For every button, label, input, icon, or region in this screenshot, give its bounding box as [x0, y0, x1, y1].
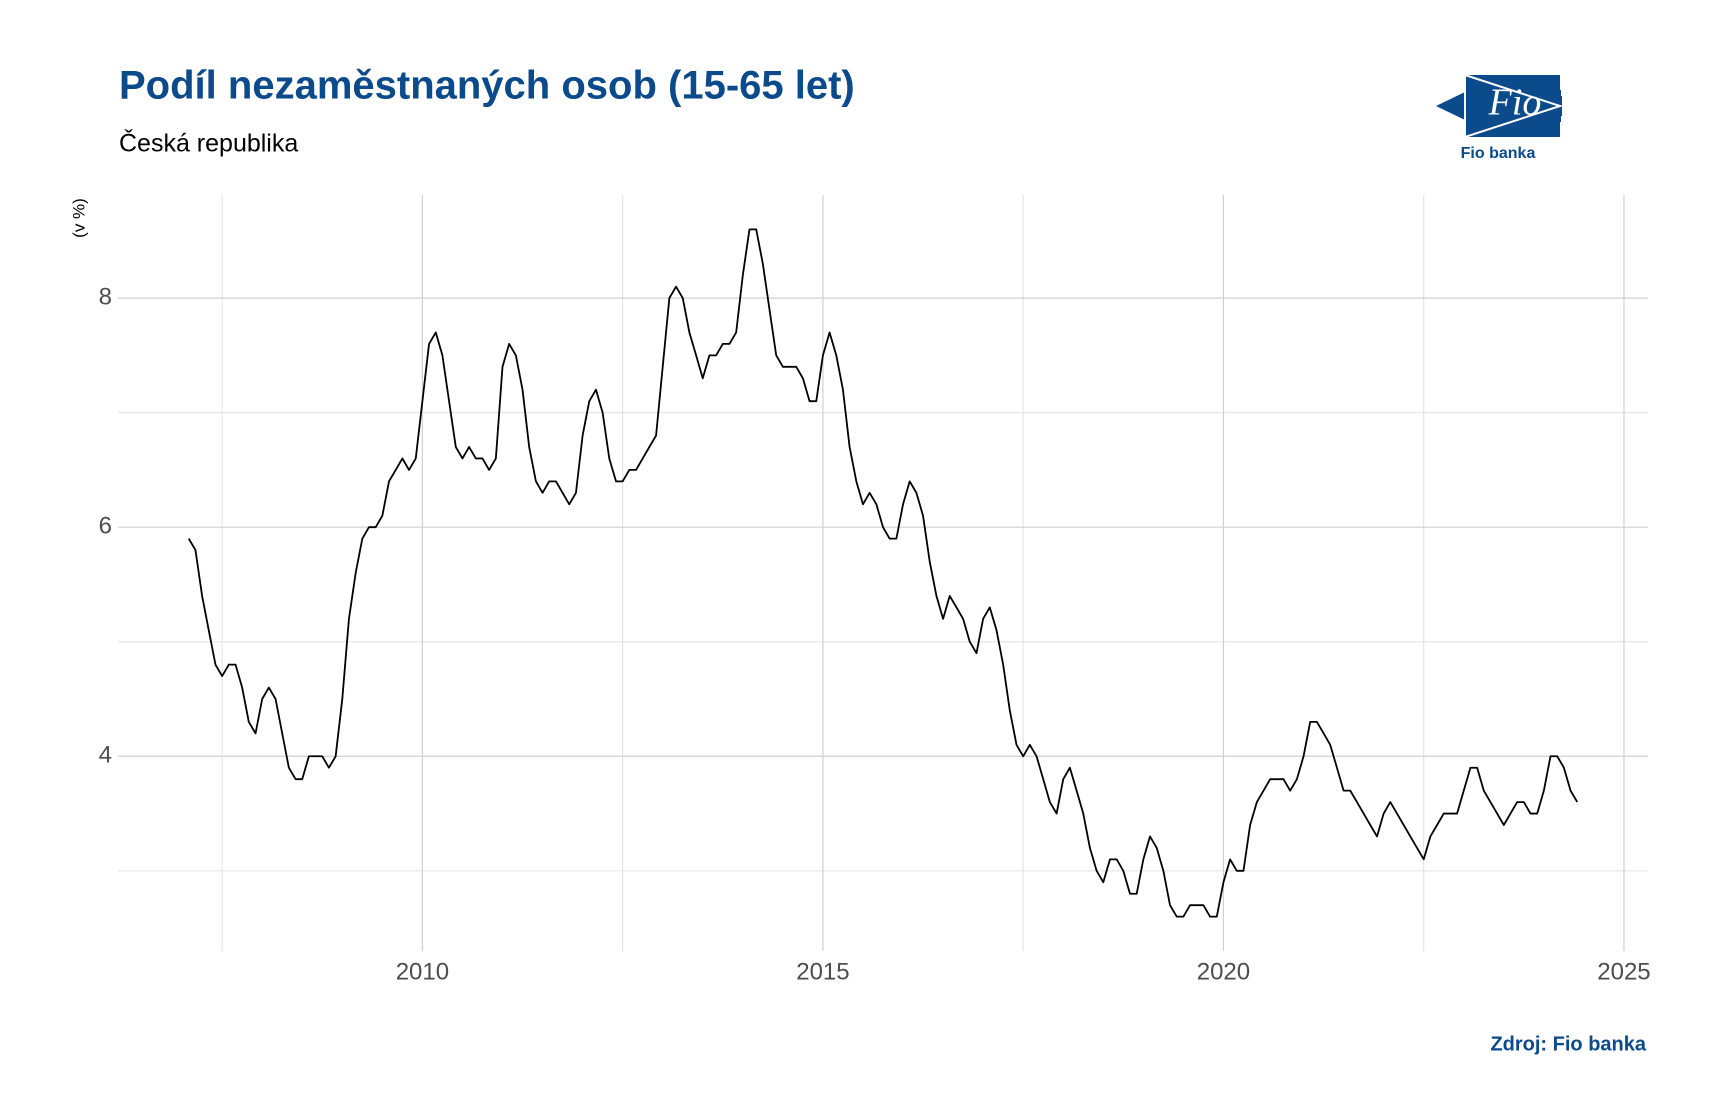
chart-title: Podíl nezaměstnaných osob (15-65 let) — [119, 64, 855, 108]
source: Zdroj: Fio banka — [1490, 1033, 1646, 1055]
chart-subtitle: Česká republika — [119, 129, 298, 158]
logo-shape — [1464, 73, 1564, 139]
x-tick-label: 2020 — [1197, 958, 1250, 985]
y-axis-label: (v %) — [69, 198, 88, 238]
y-tick-label: 6 — [99, 513, 112, 540]
x-tick-label: 2010 — [396, 958, 449, 985]
logo-caption: Fio banka — [1461, 145, 1536, 162]
plot-area: 4 6 8 2010 2015 2020 2025 — [99, 195, 1651, 985]
logo-text: Fio — [1488, 82, 1542, 124]
logo-shape — [1436, 92, 1465, 120]
data-line — [187, 228, 1579, 918]
x-tick-label: 2025 — [1597, 958, 1650, 985]
y-tick-label: 8 — [99, 283, 112, 310]
x-tick-label: 2015 — [796, 958, 849, 985]
y-tick-label: 4 — [99, 742, 112, 769]
logo: Fio Fio banka — [1436, 73, 1564, 162]
logo-shape — [1465, 75, 1560, 137]
